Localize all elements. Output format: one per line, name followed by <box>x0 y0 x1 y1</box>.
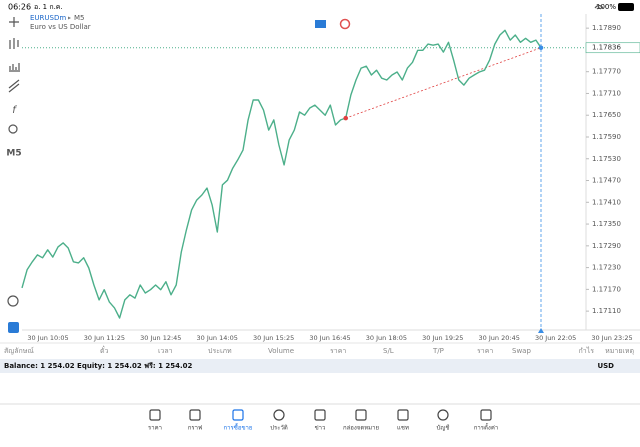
y-tick-label: 1.17350 <box>592 220 621 228</box>
trade-tool[interactable] <box>8 322 19 333</box>
column-header[interactable]: S/L <box>383 347 394 355</box>
function-tool[interactable]: f <box>12 105 17 116</box>
current-price-box <box>585 42 640 54</box>
tab-icon[interactable] <box>437 409 449 421</box>
tab-icon[interactable] <box>355 409 367 421</box>
x-tick-label: 30 Jun 18:05 <box>366 334 407 342</box>
column-header[interactable]: ราคา <box>477 347 493 355</box>
y-tick-label: 1.17170 <box>592 285 621 293</box>
tab-label[interactable]: ประวัติ <box>270 425 288 432</box>
status-time: 06:26 <box>8 3 31 12</box>
column-header[interactable]: กำไร <box>579 346 595 355</box>
column-header[interactable]: ตั๋ว <box>100 346 109 355</box>
cursor-marker <box>538 328 544 333</box>
sync-icon[interactable] <box>339 18 351 30</box>
tab-icon[interactable] <box>273 409 285 421</box>
symbol-name[interactable]: EURUSDm <box>30 14 66 22</box>
y-tick-label: 1.17410 <box>592 198 621 206</box>
order-point <box>343 115 349 121</box>
current-price-label: 1.17836 <box>592 44 621 52</box>
account-currency: USD <box>597 362 614 370</box>
tab-label[interactable]: ราคา <box>148 425 162 432</box>
x-tick-label: 30 Jun 20:45 <box>479 334 520 342</box>
y-tick-label: 1.17590 <box>592 133 621 141</box>
x-tick-label: 30 Jun 14:05 <box>197 334 238 342</box>
chart-area: 1.178901.178301.177701.177101.176501.175… <box>21 14 640 342</box>
status-date: อ. 1 ก.ค. <box>34 3 63 11</box>
shapes-tool[interactable] <box>8 124 18 134</box>
status-battery: 100% <box>596 3 616 11</box>
y-tick-label: 1.17710 <box>592 89 621 97</box>
column-header[interactable]: Volume <box>268 347 294 355</box>
objects-tool[interactable] <box>8 79 20 93</box>
x-tick-label: 30 Jun 22:05 <box>535 334 576 342</box>
x-tick-label: 30 Jun 16:45 <box>309 334 350 342</box>
tab-icon[interactable] <box>480 409 492 421</box>
one-click-icon[interactable] <box>315 20 326 28</box>
x-tick-label: 30 Jun 19:25 <box>422 334 463 342</box>
x-tick-label: 30 Jun 15:25 <box>253 334 294 342</box>
wifi-icon <box>594 4 604 10</box>
tab-label[interactable]: การตั้งค่า <box>474 422 498 432</box>
y-tick-label: 1.17770 <box>592 68 621 76</box>
x-tick-label: 30 Jun 11:25 <box>84 334 125 342</box>
trade-line <box>345 47 542 119</box>
account-bar <box>0 359 640 373</box>
y-tick-label: 1.17530 <box>592 155 621 163</box>
symbol-timeframe: M5 <box>74 14 85 22</box>
x-tick-label: 30 Jun 10:05 <box>27 334 68 342</box>
tab-icon[interactable] <box>189 409 201 421</box>
x-tick-label: 30 Jun 23:25 <box>591 334 632 342</box>
y-tick-label: 1.17470 <box>592 177 621 185</box>
column-header[interactable]: Swap <box>512 347 531 355</box>
chart-type-tool[interactable] <box>9 38 19 49</box>
symbol-description: Euro vs US Dollar <box>30 23 91 31</box>
tab-icon[interactable] <box>149 409 161 421</box>
account-summary: Balance: 1 254.02 Equity: 1 254.02 ฟรี: … <box>4 362 193 370</box>
tab-icon[interactable] <box>314 409 326 421</box>
history-tool[interactable] <box>7 295 19 307</box>
column-header[interactable]: ประเภท <box>208 347 232 355</box>
symbol-arrow: ▸ <box>68 15 71 22</box>
column-header[interactable]: สัญลักษณ์ <box>4 347 34 355</box>
y-tick-label: 1.17650 <box>592 111 621 119</box>
y-tick-label: 1.17890 <box>592 24 621 32</box>
left-toolbar: f M5 <box>6 17 22 333</box>
timeframe-button[interactable]: M5 <box>6 149 21 159</box>
tab-label[interactable]: แชท <box>397 425 409 432</box>
crosshair-tool[interactable] <box>9 17 19 27</box>
column-header[interactable]: ราคา <box>330 347 346 355</box>
column-header[interactable]: T/P <box>432 347 444 355</box>
tab-label[interactable]: กราฟ <box>188 425 202 432</box>
column-header[interactable]: หมายเหตุ <box>605 347 634 355</box>
tab-bar: ราคา กราฟ การซื้อขาย ประวัติ ข่าว กล่องจดหมาย… <box>148 409 498 432</box>
price-line <box>21 29 542 319</box>
y-tick-label: 1.17230 <box>592 264 621 272</box>
tab-label[interactable]: การซื้อขาย <box>224 422 253 432</box>
y-tick-label: 1.17290 <box>592 242 621 250</box>
column-header[interactable]: เวลา <box>158 347 173 355</box>
tab-label[interactable]: กล่องจดหมาย <box>343 425 379 432</box>
y-tick-label: 1.17110 <box>592 307 621 315</box>
tab-label[interactable]: ข่าว <box>315 425 326 432</box>
battery-icon <box>618 3 634 11</box>
tab-label[interactable]: บัญชี <box>437 424 450 432</box>
indicators-tool[interactable] <box>9 63 20 72</box>
table-header: สัญลักษณ์ ตั๋ว เวลา ประเภท Volume ราคา S/L T/P ร… <box>4 346 634 355</box>
tab-icon[interactable] <box>232 409 244 421</box>
x-tick-label: 30 Jun 12:45 <box>140 334 181 342</box>
tab-icon[interactable] <box>397 409 409 421</box>
last-point <box>538 45 544 51</box>
